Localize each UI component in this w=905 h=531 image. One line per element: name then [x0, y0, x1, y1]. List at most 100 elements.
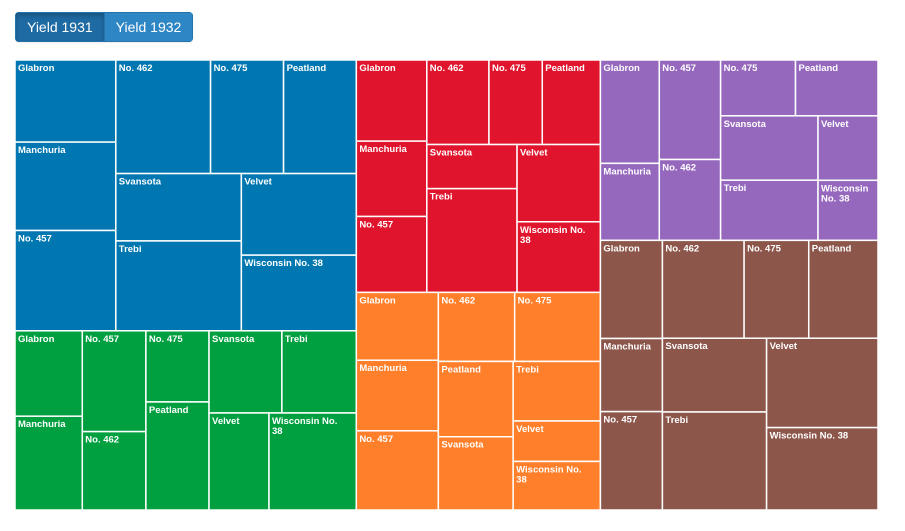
- treemap-cell-label: Trebi: [665, 415, 688, 426]
- treemap-cell-label: Manchuria: [603, 166, 651, 177]
- treemap-cell-label: Peatland: [149, 405, 189, 416]
- treemap-cell-label: No. 462: [665, 243, 699, 254]
- treemap-cell[interactable]: [541, 60, 602, 146]
- treemap-cell-label: No. 462: [430, 63, 464, 74]
- treemap-cell-label: Glabron: [603, 63, 640, 74]
- treemap-cell[interactable]: [355, 359, 440, 432]
- treemap-cell-label: No. 475: [492, 63, 527, 74]
- treemap-cell[interactable]: [512, 460, 602, 510]
- treemap-cell-label: Manchuria: [18, 419, 66, 430]
- treemap-cell[interactable]: [355, 215, 428, 294]
- treemap-cell-label: Glabron: [603, 243, 640, 254]
- treemap-cell-label: No. 462: [662, 163, 696, 174]
- treemap-group: Glabron Manchuria No. 457 No. 462 No. 475 Pea…: [355, 60, 602, 294]
- treemap-cell[interactable]: [15, 229, 117, 332]
- treemap-cell[interactable]: [765, 426, 878, 510]
- treemap-cell-label: Glabron: [359, 295, 396, 306]
- treemap-cell-label: Trebi: [516, 364, 539, 375]
- treemap-cell[interactable]: [426, 60, 490, 146]
- treemap-cell-label: Peatland: [441, 364, 481, 375]
- treemap-cell-label: Wisconsin No. 38: [821, 183, 869, 204]
- treemap-cell-label: Manchuria: [359, 144, 407, 155]
- treemap-cell[interactable]: [661, 411, 768, 510]
- treemap-cell-label: No. 457: [85, 334, 119, 345]
- treemap-cell-label: Svansota: [212, 334, 255, 345]
- treemap-group: Glabron Manchuria No. 457 No. 462 No. 475 Pea…: [599, 60, 878, 242]
- treemap-cell[interactable]: [355, 140, 428, 218]
- treemap-cell[interactable]: [743, 239, 810, 339]
- treemap-cell[interactable]: [15, 415, 84, 510]
- treemap-cell-label: No. 462: [441, 295, 475, 306]
- treemap-group: Glabron Manchuria No. 457 No. 462 No. 475 Pea…: [15, 330, 358, 510]
- treemap-cell-label: No. 475: [518, 295, 553, 306]
- treemap-cell[interactable]: [437, 291, 516, 363]
- treemap-cell-label: Peatland: [545, 63, 585, 74]
- treemap-cell-label: Manchuria: [18, 145, 66, 156]
- treemap-cell-label: No. 457: [18, 233, 52, 244]
- treemap-cell-label: Wisconsin No. 38: [520, 225, 585, 246]
- treemap-cell-label: Wisconsin No. 38: [244, 258, 323, 269]
- treemap-cell-label: Svansota: [441, 440, 484, 451]
- treemap-cell[interactable]: [15, 141, 117, 232]
- treemap-cell[interactable]: [240, 172, 358, 256]
- treemap-cell-label: No. 457: [662, 63, 696, 74]
- treemap-cell[interactable]: [599, 239, 664, 340]
- treemap-cell-label: Velvet: [821, 119, 849, 130]
- treemap-cell-label: Wisconsin No. 38: [516, 464, 581, 485]
- yield-1931-button[interactable]: Yield 1931: [15, 12, 105, 42]
- treemap-cell-label: No. 462: [119, 63, 153, 74]
- treemap-cell-label: Glabron: [359, 63, 396, 74]
- treemap-cell-label: Svansota: [119, 177, 162, 188]
- treemap-cell-label: Glabron: [18, 63, 55, 74]
- treemap-cell[interactable]: [240, 254, 358, 332]
- treemap-cell[interactable]: [807, 239, 878, 339]
- treemap-cell[interactable]: [765, 337, 878, 429]
- treemap-cell[interactable]: [426, 187, 518, 294]
- treemap-cell-label: Manchuria: [359, 363, 407, 374]
- treemap-cell[interactable]: [817, 115, 878, 182]
- treemap-cell[interactable]: [599, 162, 661, 242]
- treemap-cell-label: No. 475: [149, 334, 184, 345]
- treemap-cell-label: Wisconsin No. 38: [272, 416, 337, 437]
- treemap-cell[interactable]: [599, 337, 664, 413]
- treemap-chart: Glabron Manchuria No. 457 No. 462 No. 475 Pea…: [15, 60, 878, 510]
- treemap-cell-label: No. 475: [214, 63, 249, 74]
- treemap-cell-label: Peatland: [799, 63, 839, 74]
- treemap-cell-label: Manchuria: [603, 342, 651, 353]
- treemap-cell[interactable]: [513, 291, 602, 363]
- treemap-cell-label: Trebi: [724, 183, 747, 194]
- treemap-group: Glabron Manchuria No. 457 No. 462 No. 475 Pea…: [355, 291, 602, 510]
- treemap-cell[interactable]: [208, 412, 270, 510]
- treemap-cell-label: Velvet: [212, 416, 240, 427]
- yield-1932-button[interactable]: Yield 1932: [104, 12, 194, 42]
- treemap-cell-label: No. 457: [603, 415, 637, 426]
- treemap-cell[interactable]: [516, 221, 602, 294]
- treemap-cell-label: Velvet: [520, 148, 548, 159]
- treemap-cell[interactable]: [599, 60, 661, 165]
- treemap-cell[interactable]: [282, 60, 358, 175]
- treemap-cell[interactable]: [599, 410, 664, 510]
- treemap-cell[interactable]: [145, 401, 210, 510]
- treemap-cell-label: Glabron: [18, 334, 55, 345]
- treemap-group: Glabron Manchuria No. 457 No. 462 No. 475 Pea…: [599, 239, 878, 510]
- treemap-cell[interactable]: [81, 330, 147, 433]
- treemap-cell-label: No. 457: [359, 434, 393, 445]
- treemap-cell-label: Trebi: [285, 334, 308, 345]
- treemap-cell-label: Wisconsin No. 38: [770, 431, 849, 442]
- treemap-cell-label: Velvet: [244, 177, 272, 188]
- treemap-group: Glabron Manchuria No. 457 No. 462 No. 475 Pea…: [15, 60, 358, 332]
- treemap-cell[interactable]: [115, 60, 212, 175]
- treemap-cell-label: Peatland: [812, 243, 852, 254]
- treemap-cell-label: Svansota: [724, 119, 767, 130]
- treemap-cell[interactable]: [661, 337, 768, 413]
- treemap-cell[interactable]: [355, 60, 428, 142]
- treemap-cell-label: No. 457: [359, 219, 393, 230]
- treemap-cell[interactable]: [719, 115, 819, 181]
- treemap-cell[interactable]: [209, 60, 285, 175]
- treemap-cell[interactable]: [658, 60, 722, 161]
- treemap-cell[interactable]: [661, 239, 745, 339]
- treemap-cell[interactable]: [115, 240, 243, 332]
- treemap-cell[interactable]: [437, 360, 514, 438]
- treemap-cell-label: Velvet: [770, 341, 798, 352]
- treemap-cell-label: No. 475: [724, 63, 759, 74]
